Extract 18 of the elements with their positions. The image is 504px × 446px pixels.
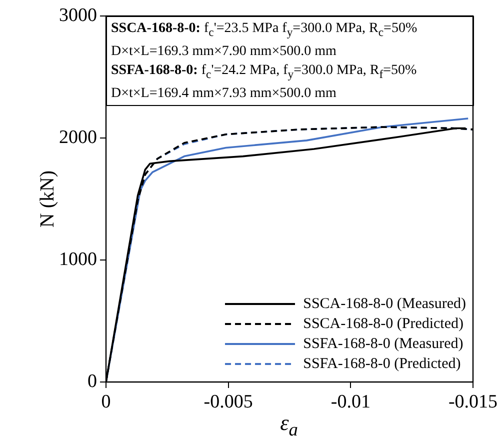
y-tick-label: 0 [88,370,97,392]
x-tick-label: -0.01 [330,391,370,412]
legend-label: SSFA-168-8-0 (Measured) [303,335,464,354]
x-axis-title: ε$_{a}$ [280,410,298,440]
y-axis-title: N (kN) [36,170,60,228]
annotation: D×t×L=169.3 mm×7.90 mm×500.0 mm [111,42,338,61]
y-tick-label: 1000 [59,248,97,270]
legend-label: SSCA-168-8-0 (Predicted) [303,315,464,334]
annotation: SSFA-168-8-0: f$_{c}$'=24.2 MPa, f$_{y}$=300.0 MPa, R$_{f}$=50% [111,62,417,81]
y-tick-label: 2000 [59,126,97,148]
annotation: D×t×L=169.4 mm×7.93 mm×500.0 mm [111,84,338,103]
annotation: SSCA-168-8-0: f$_{c}$'=23.5 MPa f$_{y}$=300.0 MPa, R$_{c}$=50% [111,21,418,39]
y-tick-label: 3000 [59,4,97,26]
x-tick-label: -0.015 [448,391,498,412]
legend-label: SSCA-168-8-0 (Measured) [303,295,466,314]
legend-label: SSFA-168-8-0 (Predicted) [303,355,461,374]
x-tick-label: -0.005 [204,391,253,412]
x-tick-label: 0 [101,391,111,412]
